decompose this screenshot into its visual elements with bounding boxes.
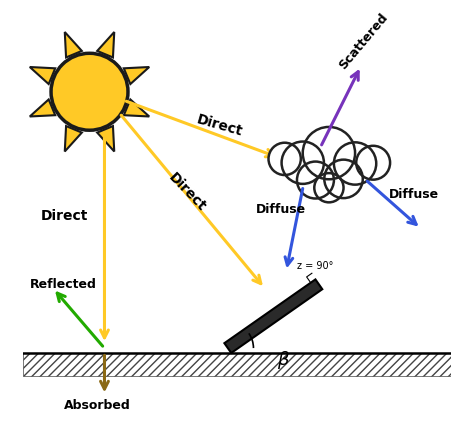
Polygon shape <box>30 99 55 117</box>
Text: Scattered: Scattered <box>337 12 391 72</box>
Circle shape <box>303 127 355 179</box>
Circle shape <box>356 146 390 180</box>
Text: Absorbed: Absorbed <box>64 400 131 412</box>
Text: z = 90°: z = 90° <box>298 261 334 272</box>
Text: Direct: Direct <box>166 170 209 214</box>
Circle shape <box>334 142 376 185</box>
Polygon shape <box>65 32 82 58</box>
Circle shape <box>314 173 344 202</box>
Text: Diffuse: Diffuse <box>389 188 439 201</box>
Bar <box>23 353 451 376</box>
Text: β: β <box>277 351 289 369</box>
Polygon shape <box>124 67 149 84</box>
Text: Diffuse: Diffuse <box>256 203 306 216</box>
Circle shape <box>324 159 363 198</box>
Circle shape <box>51 53 128 130</box>
Circle shape <box>282 142 324 184</box>
Circle shape <box>297 162 334 198</box>
Text: Direct: Direct <box>194 113 244 140</box>
Bar <box>23 353 451 376</box>
Polygon shape <box>65 126 82 152</box>
Polygon shape <box>30 67 55 84</box>
Circle shape <box>268 143 301 175</box>
Text: Reflected: Reflected <box>30 278 97 291</box>
Polygon shape <box>224 280 322 353</box>
Polygon shape <box>97 126 114 152</box>
Polygon shape <box>97 32 114 58</box>
Text: Direct: Direct <box>40 209 88 223</box>
Polygon shape <box>124 99 149 117</box>
